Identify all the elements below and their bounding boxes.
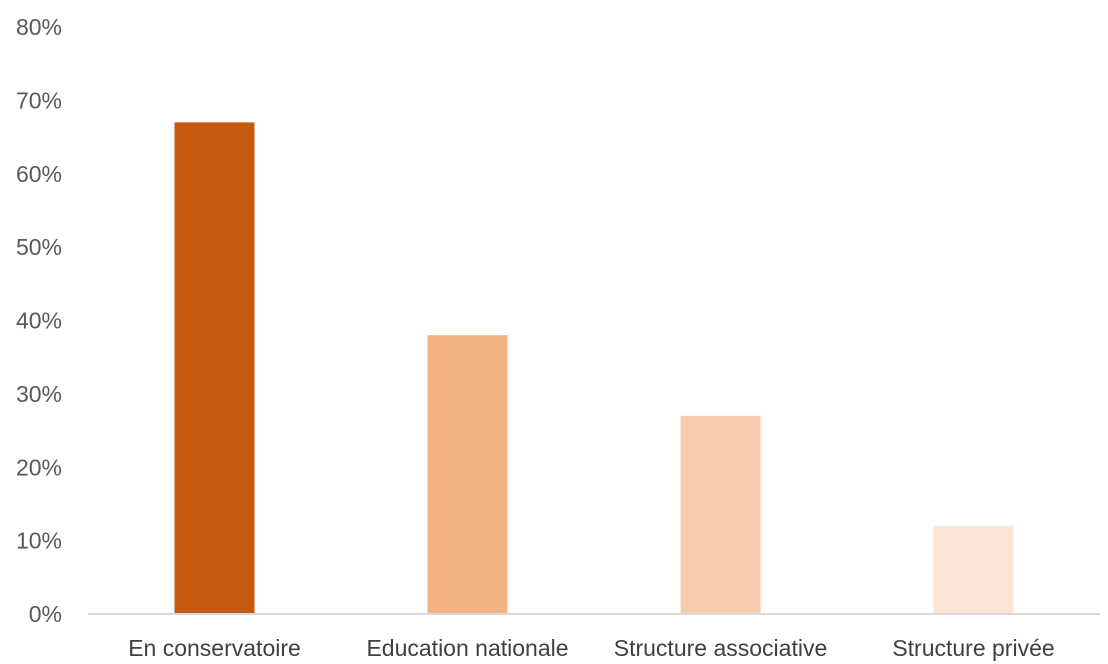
- x-tick-label: Education nationale: [366, 635, 568, 661]
- y-tick-label: 10%: [16, 528, 62, 554]
- x-tick-label: Structure associative: [614, 635, 827, 661]
- y-tick-label: 50%: [16, 234, 62, 260]
- bars-group: [174, 122, 1014, 614]
- y-axis-ticks: 0% 10% 20% 30% 40% 50% 60% 70% 80%: [16, 14, 62, 627]
- y-tick-label: 0%: [29, 601, 62, 627]
- bar: [680, 415, 761, 614]
- x-axis-labels: En conservatoire Education nationale Struc…: [128, 635, 1054, 661]
- y-tick-label: 40%: [16, 308, 62, 334]
- x-tick-label: En conservatoire: [128, 635, 301, 661]
- bar: [174, 122, 255, 614]
- y-tick-label: 70%: [16, 87, 62, 113]
- y-tick-label: 20%: [16, 454, 62, 480]
- bar: [933, 525, 1014, 614]
- y-tick-label: 60%: [16, 161, 62, 187]
- y-tick-label: 80%: [16, 14, 62, 40]
- x-tick-label: Structure privée: [892, 635, 1054, 661]
- bar: [427, 335, 508, 614]
- y-tick-label: 30%: [16, 381, 62, 407]
